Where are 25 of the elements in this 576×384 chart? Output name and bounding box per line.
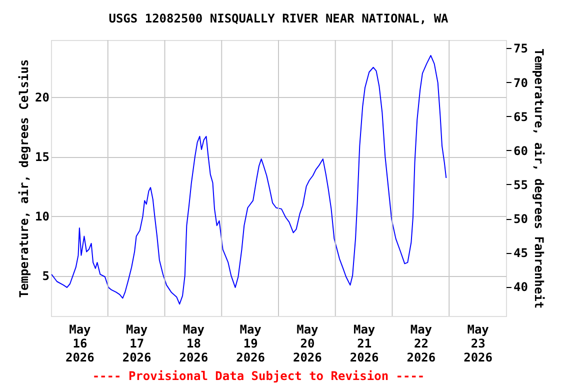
y2-tick-label: 70 bbox=[514, 76, 528, 90]
y2-tick-label: 75 bbox=[514, 42, 528, 56]
y-tick-label: 15 bbox=[35, 150, 50, 164]
y2-axis-title: Temperature, air, degrees Fahrenheit bbox=[532, 48, 546, 309]
y2-tick-label: 60 bbox=[514, 144, 528, 158]
y-tick-label: 5 bbox=[42, 269, 50, 284]
text: ---- Provisional Data Subject to Revision ---- bbox=[92, 369, 425, 383]
x-tick-label: May 20 2026 bbox=[292, 322, 322, 364]
x-tick-label: May 18 2026 bbox=[179, 322, 208, 364]
chart-title: USGS 12082500 NISQUALLY RIVER NEAR NATIONAL, WA bbox=[108, 11, 450, 26]
line-series bbox=[51, 54, 447, 305]
x-tick-label: May 21 2026 bbox=[350, 322, 379, 364]
y-tick-label: 20 bbox=[35, 90, 50, 105]
x-tick-label: May 16 2026 bbox=[65, 322, 94, 364]
y2-tick-label: 65 bbox=[514, 110, 528, 124]
x-tick-label: May 19 2026 bbox=[236, 322, 266, 364]
x-tick-label: May 17 2026 bbox=[122, 322, 152, 364]
y2-tick-label: 55 bbox=[514, 178, 528, 192]
y2-tick-label: 45 bbox=[514, 246, 528, 260]
x-tick-label: May 22 2026 bbox=[406, 322, 436, 364]
y-tick-label: 10 bbox=[35, 210, 50, 224]
x-tick-label: May 23 2026 bbox=[464, 322, 493, 364]
y-axis-title: Temperature, air, degrees Celsius bbox=[17, 59, 32, 298]
y2-tick-label: 50 bbox=[514, 212, 528, 226]
y2-tick-label: 40 bbox=[514, 280, 528, 294]
